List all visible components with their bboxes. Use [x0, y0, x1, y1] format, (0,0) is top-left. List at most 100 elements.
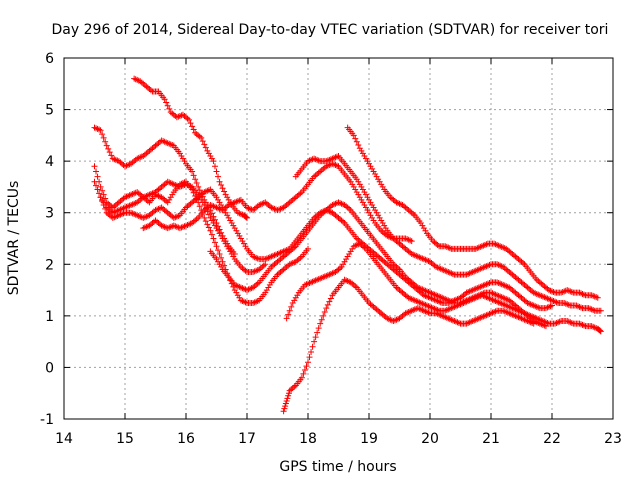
data-point: [281, 405, 288, 412]
data-point: [186, 116, 193, 123]
data-point: [286, 307, 293, 314]
data-point: [588, 306, 595, 313]
y-tick-label: 0: [45, 360, 54, 376]
data-point: [308, 348, 315, 355]
data-point: [243, 214, 250, 221]
data-point: [323, 305, 330, 312]
data-point: [576, 303, 583, 310]
data-point: [282, 403, 289, 410]
x-tick-label: 21: [482, 431, 500, 447]
data-point: [100, 191, 107, 198]
data-point: [94, 173, 101, 180]
data-point: [594, 294, 601, 301]
data-point: [201, 214, 208, 221]
data-point: [94, 186, 101, 193]
data-point: [207, 227, 214, 234]
data-point: [324, 301, 331, 308]
data-point: [208, 231, 215, 238]
data-point: [201, 141, 208, 148]
data-point: [99, 187, 106, 194]
data-point: [408, 238, 415, 245]
data-point: [216, 178, 223, 185]
data-point: [298, 374, 305, 381]
data-point: [597, 307, 604, 314]
data-point: [205, 224, 212, 231]
data-point: [96, 190, 103, 197]
data-point: [218, 254, 225, 261]
data-point: [221, 262, 228, 269]
chart-title: Day 296 of 2014, Sidereal Day-to-day VTE…: [52, 22, 609, 38]
data-point: [549, 302, 555, 309]
data-point: [303, 363, 310, 370]
data-point: [99, 131, 106, 138]
data-point: [205, 211, 212, 218]
data-point: [591, 293, 598, 300]
data-point: [173, 213, 180, 220]
data-point: [283, 315, 290, 322]
x-tick-label: 23: [604, 431, 622, 447]
data-point: [216, 250, 223, 257]
data-point: [253, 254, 260, 261]
data-point: [561, 288, 568, 295]
data-point: [567, 319, 574, 326]
data-point: [190, 126, 197, 133]
y-tick-label: 6: [45, 51, 54, 67]
x-tick-label: 19: [360, 431, 378, 447]
x-tick-label: 17: [238, 431, 256, 447]
data-point: [93, 168, 100, 175]
data-point: [199, 138, 206, 145]
data-point: [221, 188, 228, 195]
data-series: [91, 75, 604, 415]
data-point: [308, 156, 315, 163]
data-point: [240, 298, 247, 305]
data-point: [190, 172, 197, 179]
data-point: [567, 288, 574, 295]
data-point: [163, 99, 170, 106]
series-arc-j: [283, 240, 604, 335]
data-point: [105, 145, 112, 152]
data-point: [284, 395, 291, 402]
data-point: [213, 168, 220, 175]
data-point: [192, 176, 199, 183]
data-point: [321, 308, 328, 315]
data-point: [103, 142, 110, 149]
data-point: [213, 243, 220, 250]
data-point: [202, 218, 209, 225]
data-point: [201, 201, 208, 208]
data-point: [320, 312, 327, 319]
data-point: [97, 194, 104, 201]
data-point: [355, 142, 362, 149]
data-point: [353, 138, 360, 145]
data-point: [555, 319, 562, 326]
data-point: [190, 189, 197, 196]
data-point: [564, 301, 571, 308]
x-axis-label: GPS time / hours: [279, 459, 396, 475]
data-point: [215, 173, 222, 180]
data-point: [93, 182, 100, 189]
data-point: [91, 163, 98, 170]
series-arc-d: [91, 163, 311, 306]
x-tick-label: 16: [177, 431, 195, 447]
data-point: [445, 244, 452, 251]
data-point: [597, 327, 604, 334]
data-point: [204, 221, 211, 228]
x-tick-label: 15: [116, 431, 134, 447]
data-point: [305, 359, 311, 366]
data-point: [106, 149, 113, 156]
data-point: [196, 187, 203, 194]
data-point: [193, 180, 200, 187]
data-point: [280, 408, 287, 415]
data-point: [94, 125, 101, 132]
data-point: [579, 290, 586, 297]
data-point: [405, 236, 412, 243]
data-point: [285, 392, 292, 399]
data-point: [189, 186, 196, 193]
data-point: [211, 163, 218, 170]
data-point: [314, 156, 321, 163]
data-point: [195, 183, 202, 190]
data-point: [208, 210, 215, 217]
data-point: [102, 205, 109, 212]
data-point: [195, 199, 202, 206]
